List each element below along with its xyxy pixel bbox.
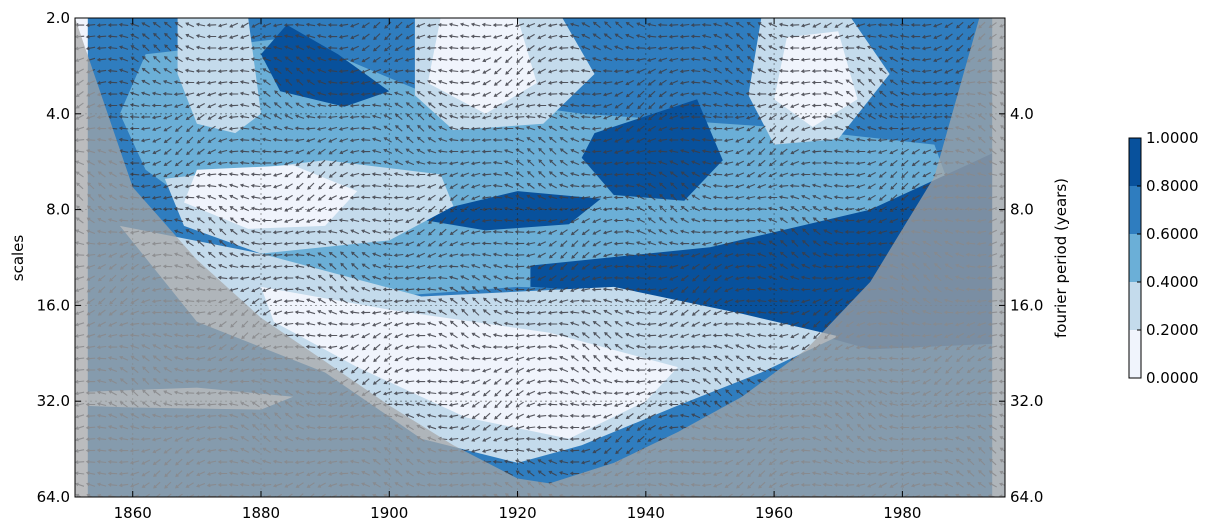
y-tick-label: 16.0	[37, 296, 70, 314]
x-axis: 1860 1880 1900 1920 1940 1960 1980	[114, 18, 921, 522]
power-region	[261, 24, 390, 107]
colorbar-swatch	[1129, 330, 1141, 378]
colorbar-tick-label: 0.2000	[1146, 321, 1199, 339]
y-axis-label: scales	[9, 235, 27, 282]
colorbar-swatch	[1129, 186, 1141, 234]
colorbar-frame	[1128, 137, 1142, 379]
y-tick-label: 2.0	[46, 9, 70, 27]
y-tick-label: 4.0	[46, 105, 70, 123]
y-tick-label: 8.0	[46, 201, 70, 219]
x-tick-label: 1960	[755, 504, 793, 522]
y2-tick-label: 8.0	[1010, 201, 1034, 219]
x-tick-label: 1920	[498, 504, 536, 522]
y-axis-left: 2.0 4.0 8.0 16.0 32.0 64.0	[37, 9, 81, 506]
colorbar-tick-label: 0.4000	[1146, 273, 1199, 291]
plot-frame	[74, 17, 1006, 498]
x-tick-label: 1940	[627, 504, 665, 522]
y2-tick-label: 64.0	[1010, 488, 1043, 506]
y2-tick-label: 4.0	[1010, 105, 1034, 123]
power-region	[261, 286, 678, 439]
power-region	[427, 18, 537, 114]
colorbar-swatch	[1129, 138, 1141, 186]
colorbar-swatch	[1129, 282, 1141, 330]
colorbar-tick-label: 0.8000	[1146, 177, 1199, 195]
power-region	[421, 191, 601, 231]
colorbar-swatch	[1129, 234, 1141, 282]
x-tick-label: 1900	[370, 504, 408, 522]
y2-axis-label: fourier period (years)	[1052, 178, 1070, 338]
y-tick-label: 64.0	[37, 488, 70, 506]
colorbar-tick-label: 0.6000	[1146, 225, 1199, 243]
y2-tick-label: 32.0	[1010, 392, 1043, 410]
colorbar-tick-label: 1.0000	[1146, 129, 1199, 147]
colorbar: 1.0000 0.8000 0.6000 0.4000 0.2000 0.0000	[1128, 129, 1199, 387]
x-tick-label: 1880	[242, 504, 280, 522]
x-tick-label: 1860	[114, 504, 152, 522]
x-tick-label: 1980	[883, 504, 921, 522]
cone-of-influence	[75, 18, 1005, 497]
y-axis-right: 4.0 8.0 16.0 32.0 64.0	[999, 105, 1043, 506]
y-tick-label: 32.0	[37, 392, 70, 410]
colorbar-tick-label: 0.0000	[1146, 369, 1199, 387]
y2-tick-label: 16.0	[1010, 296, 1043, 314]
plot-area	[75, 18, 1005, 497]
